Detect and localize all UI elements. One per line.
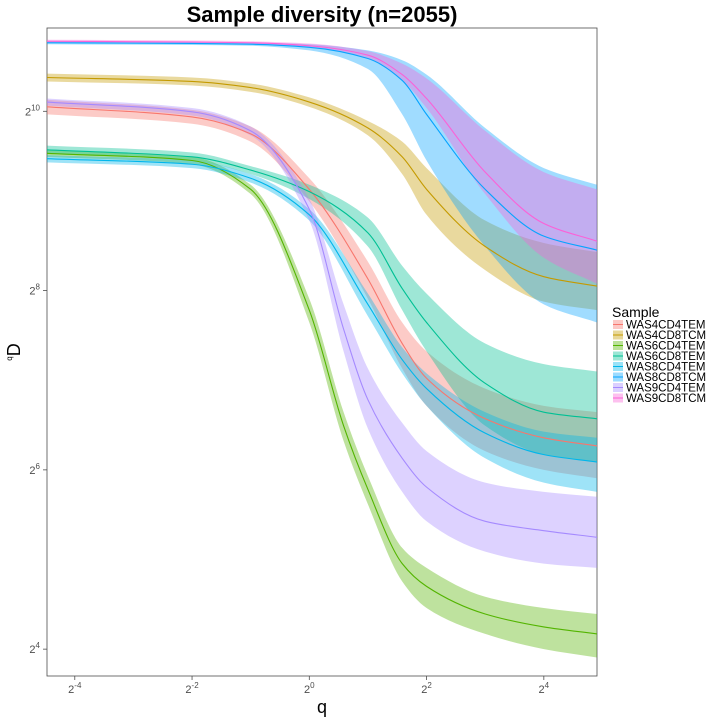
chart-title: Sample diversity (n=2055)	[187, 2, 458, 27]
line-was6cd8tem	[47, 149, 597, 420]
band-was9cd8tcm	[47, 39, 597, 284]
x-tick-label: 2-2	[185, 681, 199, 696]
y-tick-label: 28	[29, 283, 40, 298]
legend-label-was4cd4tem: WAS4CD4TEM	[626, 320, 705, 332]
legend-label-was6cd8tem: WAS6CD8TEM	[626, 351, 705, 363]
legend-label-was8cd4tem: WAS8CD4TEM	[626, 362, 705, 374]
x-axis-ticks: 2-4 2-2 20 22 24	[68, 676, 550, 696]
x-axis-title: q	[317, 697, 327, 717]
y-axis-title: qD	[4, 343, 24, 360]
legend: Sample WAS4CD4TEMWAS4CD8TCMWAS6CD4TEMWAS…	[612, 304, 706, 405]
line-was9cd4tem	[47, 101, 597, 538]
legend-items: WAS4CD4TEMWAS4CD8TCMWAS6CD4TEMWAS6CD8TEM…	[613, 320, 706, 405]
y-tick-label: 26	[29, 462, 40, 477]
y-axis-title-superscript: q	[5, 356, 14, 360]
band-was6cd8tem	[47, 145, 597, 463]
confidence-bands	[47, 39, 597, 658]
line-was9cd8tcm	[47, 40, 597, 242]
series-lines	[47, 40, 597, 635]
y-tick-label: 210	[25, 103, 41, 118]
y-tick-label: 24	[29, 641, 40, 656]
band-was4cd8tcm	[47, 73, 597, 311]
band-was9cd4tem	[47, 98, 597, 568]
line-was8cd8tcm	[47, 42, 597, 251]
x-tick-label: 22	[421, 681, 432, 696]
line-was4cd4tem	[47, 106, 597, 447]
x-tick-label: 2-4	[68, 681, 82, 696]
legend-label-was6cd4tem: WAS6CD4TEM	[626, 341, 705, 353]
legend-title: Sample	[612, 304, 660, 320]
legend-label-was8cd8tcm: WAS8CD8TCM	[626, 372, 706, 384]
legend-label-was9cd4tem: WAS9CD4TEM	[626, 383, 705, 395]
line-was8cd4tem	[47, 158, 597, 463]
x-tick-label: 20	[304, 681, 315, 696]
line-was6cd4tem	[47, 152, 597, 635]
y-axis-title-base: D	[4, 343, 24, 356]
legend-label-was4cd8tcm: WAS4CD8TCM	[626, 330, 706, 342]
line-was4cd8tcm	[47, 76, 597, 287]
legend-label-was9cd8tcm: WAS9CD8TCM	[626, 393, 706, 405]
band-was8cd8tcm	[47, 41, 597, 323]
band-was4cd4tem	[47, 99, 597, 479]
x-tick-label: 24	[539, 681, 550, 696]
band-was8cd4tem	[47, 155, 597, 492]
y-axis-ticks: 24 26 28 210	[25, 103, 47, 656]
